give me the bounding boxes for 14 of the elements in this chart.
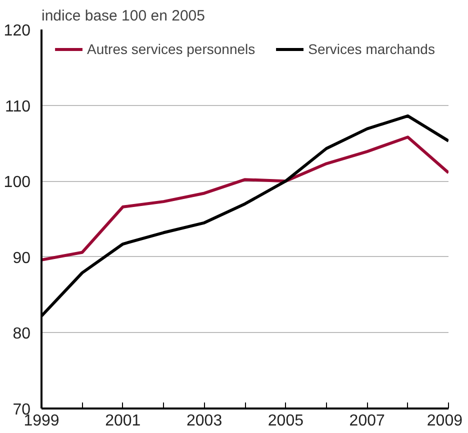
- x-tick-label: 2007: [349, 412, 385, 430]
- y-tick-label: 90: [12, 250, 31, 267]
- legend-label: Autres services personnels: [87, 41, 256, 57]
- chart-title: indice base 100 en 2005: [42, 8, 205, 24]
- x-tick-label: 2005: [268, 412, 304, 430]
- x-tick-label: 2009: [426, 412, 463, 430]
- x-tick-label: 2001: [105, 412, 141, 430]
- y-tick-label: 120: [4, 22, 31, 40]
- y-tick-label: 100: [4, 174, 31, 192]
- x-tick-label: 2003: [186, 412, 222, 430]
- line-series: [42, 136, 448, 262]
- legend-label: Services marchands: [308, 41, 435, 57]
- y-tick-label: 80: [12, 326, 31, 343]
- y-tick-label: 110: [4, 98, 31, 116]
